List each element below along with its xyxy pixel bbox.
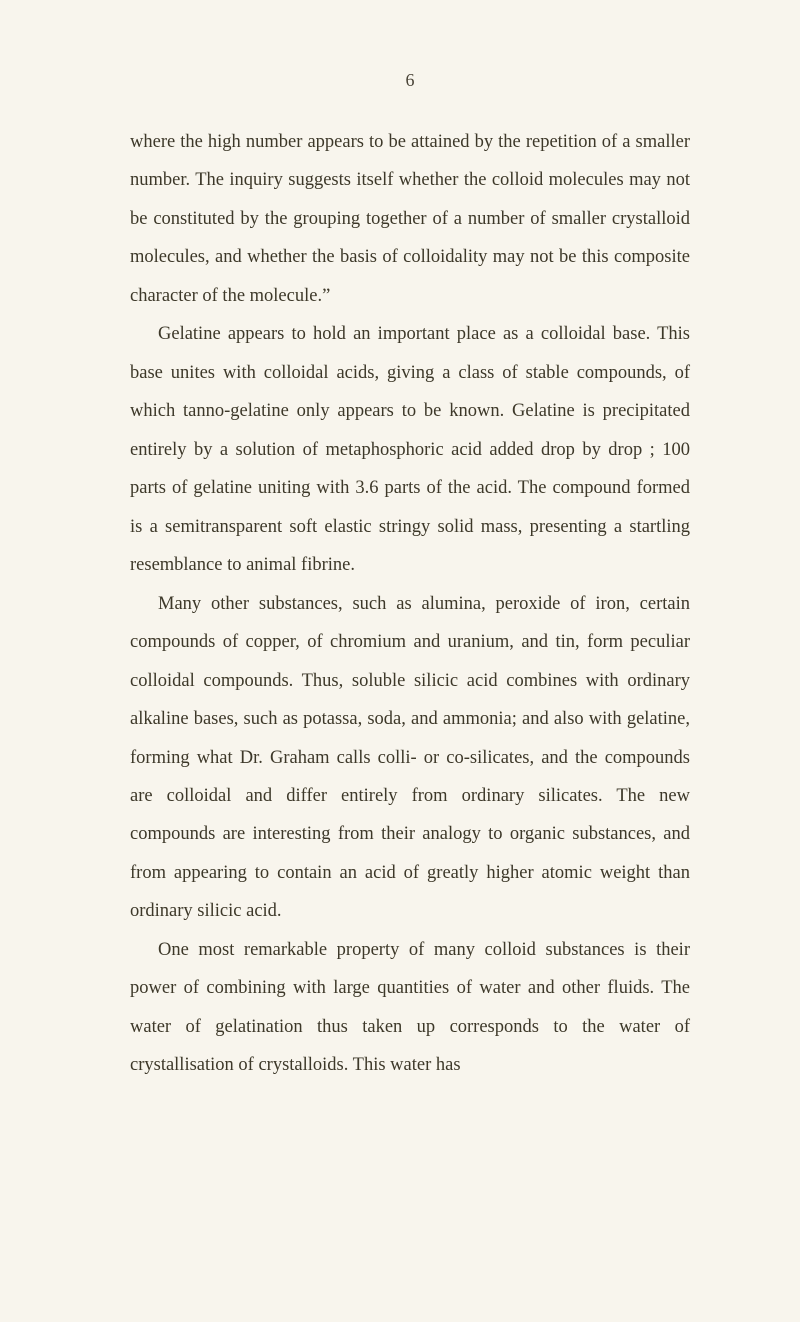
paragraph-4: One most remarkable property of many col… [130, 931, 690, 1085]
paragraph-3: Many other substances, such as alumina, … [130, 585, 690, 931]
paragraph-2: Gelatine appears to hold an important pl… [130, 315, 690, 584]
paragraph-1: where the high number appears to be atta… [130, 123, 690, 315]
body-text-container: where the high number appears to be atta… [130, 123, 690, 1085]
page-number: 6 [130, 70, 690, 91]
